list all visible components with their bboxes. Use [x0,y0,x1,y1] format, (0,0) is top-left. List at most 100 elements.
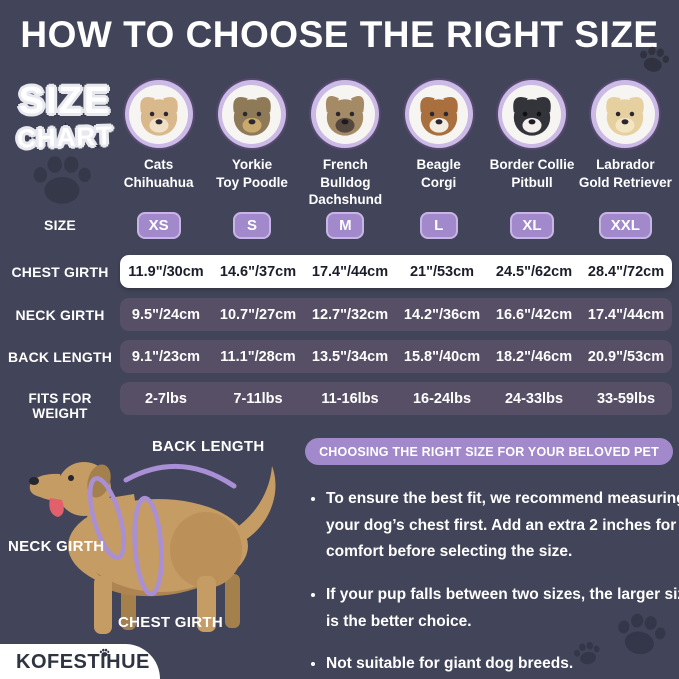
breed-label: Labrador Gold Retriever [579,156,672,191]
breed-photo-frame [497,80,566,148]
tip-item: To ensure the best fit, we recommend mea… [326,486,679,566]
chest-girth-value: 17.4"/44cm [311,263,389,280]
breed-column-french-bulldog: French Bulldog Dachshund [299,80,392,209]
size-chart-word-chart: CHART [14,118,116,156]
back-length-value: 9.1"/23cm [131,348,201,365]
breed-header-row: Cats Chihuahua Yorkie Toy Poodle [112,80,672,209]
breed-label-line2: Dachshund [308,192,383,208]
tip-text: Not suitable for giant dog breeds. [326,655,574,673]
brand-paw-icon [99,648,110,657]
french-bulldog-face-icon [315,84,375,144]
size-badge-row: XS S M L XL XXL [112,212,672,239]
paw-print-icon [33,156,91,204]
neck-girth-value: 16.6"/42cm [495,306,573,323]
brand-name: KOFESTIHUE [16,651,150,673]
back-length-value: 13.5"/34cm [311,348,389,365]
measuring-diagram: BACK LENGTH NECK GIRTH CHEST GIRTH [0,426,304,648]
weight-value: 33-59lbs [596,390,656,407]
size-badge-xs: XS [136,212,181,239]
labrador-face-icon [595,84,655,144]
breed-label: French Bulldog Dachshund [299,156,392,209]
breed-label: Border Collie Pitbull [490,156,575,191]
breed-column-chihuahua: Cats Chihuahua [112,80,205,209]
size-badge-xl: XL [510,212,554,239]
breed-label-line2: Corgi [421,174,457,190]
breed-photo-frame [311,80,380,148]
breed-column-beagle: Beagle Corgi [392,80,485,209]
breed-label-line2: Chihuahua [123,174,194,190]
weight-value: 11-16lbs [321,390,379,407]
weight-value: 16-24lbs [412,390,472,407]
chest-girth-values-row: 11.9"/30cm 14.6"/37cm 17.4"/44cm 21"/53c… [120,255,672,288]
weight-value: 24-33lbs [504,390,564,407]
diagram-chest-girth-label: CHEST GIRTH [118,614,223,631]
breed-label: Yorkie Toy Poodle [216,156,288,191]
size-chart-word-size: SIZE [16,79,112,124]
weight-value: 2-7lbs [145,390,187,407]
tips-list: To ensure the best fit, we recommend mea… [308,470,679,679]
chest-girth-value: 11.9"/30cm [128,263,204,280]
breed-label-line1: French Bulldog [320,157,371,190]
diagram-neck-girth-label: NECK GIRTH [8,538,105,555]
back-length-value: 18.2"/46cm [495,348,573,365]
size-badge-s: S [232,212,271,239]
neck-girth-value: 14.2"/36cm [403,306,481,323]
yorkie-face-icon [222,84,282,144]
page-title: HOW TO CHOOSE THE RIGHT SIZE [20,14,659,55]
chihuahua-face-icon [129,84,189,144]
tip-item: If your pup falls between two sizes, the… [326,582,679,635]
weight-value: 7-11lbs [233,390,283,407]
breed-photo-frame [404,80,473,148]
neck-girth-value: 17.4"/44cm [587,306,665,323]
breed-label-line2: Gold Retriever [578,174,672,190]
breed-label-line1: Labrador [596,157,655,172]
row-label-chest-girth: CHEST GIRTH [11,264,109,280]
back-length-value: 11.1"/28cm [220,348,296,365]
breed-label-line1: Border Collie [489,157,575,172]
row-label-neck-girth: NECK GIRTH [15,307,105,323]
beagle-face-icon [409,84,469,144]
size-chart-sticker: SIZE CHART [10,79,120,156]
size-badge-xxl: XXL [598,212,652,239]
diagram-back-length-label: BACK LENGTH [152,438,265,455]
back-length-values-row: 9.1"/23cm 11.1"/28cm 13.5"/34cm 15.8"/40… [120,340,672,373]
breed-label-line2: Toy Poodle [216,174,288,190]
back-length-value: 20.9"/53cm [587,348,665,365]
row-label-back-length: BACK LENGTH [7,349,113,365]
dog-illustration [29,462,276,634]
breed-photo-frame [217,80,286,148]
chest-girth-value: 28.4"/72cm [587,263,665,280]
neck-girth-value: 10.7"/27cm [219,306,297,323]
tips-heading: CHOOSING THE RIGHT SIZE FOR YOUR BELOVED… [305,438,673,465]
neck-girth-values-row: 9.5"/24cm 10.7"/27cm 12.7"/32cm 14.2"/36… [120,298,672,331]
chest-girth-value: 21"/53cm [409,263,475,280]
breed-label-line1: Beagle [416,157,461,172]
breed-photo-frame [124,80,193,148]
breed-column-border-collie: Border Collie Pitbull [485,80,578,209]
breed-column-labrador: Labrador Gold Retriever [579,80,672,209]
breed-label-line2: Pitbull [511,174,553,190]
tip-text: If your pup falls between two sizes, the… [326,585,679,630]
chest-girth-value: 14.6"/37cm [219,263,297,280]
breed-photo-frame [591,80,660,148]
back-length-value: 15.8"/40cm [403,348,481,365]
breed-label-line1: Yorkie [231,157,273,172]
breed-label: Beagle Corgi [417,156,461,191]
breed-label: Cats Chihuahua [124,156,194,191]
border-collie-face-icon [502,84,562,144]
size-badge-l: L [419,212,458,239]
chest-girth-value: 24.5"/62cm [495,263,573,280]
size-badge-m: M [326,212,365,239]
tip-item: Not suitable for giant dog breeds. For r… [326,651,679,679]
paw-print-icon [637,44,671,75]
row-label-size: SIZE [44,217,76,233]
tip-text: To ensure the best fit, we recommend mea… [326,490,679,561]
neck-girth-value: 12.7"/32cm [311,306,389,323]
breed-label-line1: Cats [144,157,174,172]
neck-girth-value: 9.5"/24cm [131,306,201,323]
row-label-fits-for-weight: FITS FOR WEIGHT [28,391,92,421]
breed-column-yorkie: Yorkie Toy Poodle [205,80,298,209]
brand-banner: KOFESTIHUE [0,644,160,679]
weight-values-row: 2-7lbs 7-11lbs 11-16lbs 16-24lbs 24-33lb… [120,382,672,415]
